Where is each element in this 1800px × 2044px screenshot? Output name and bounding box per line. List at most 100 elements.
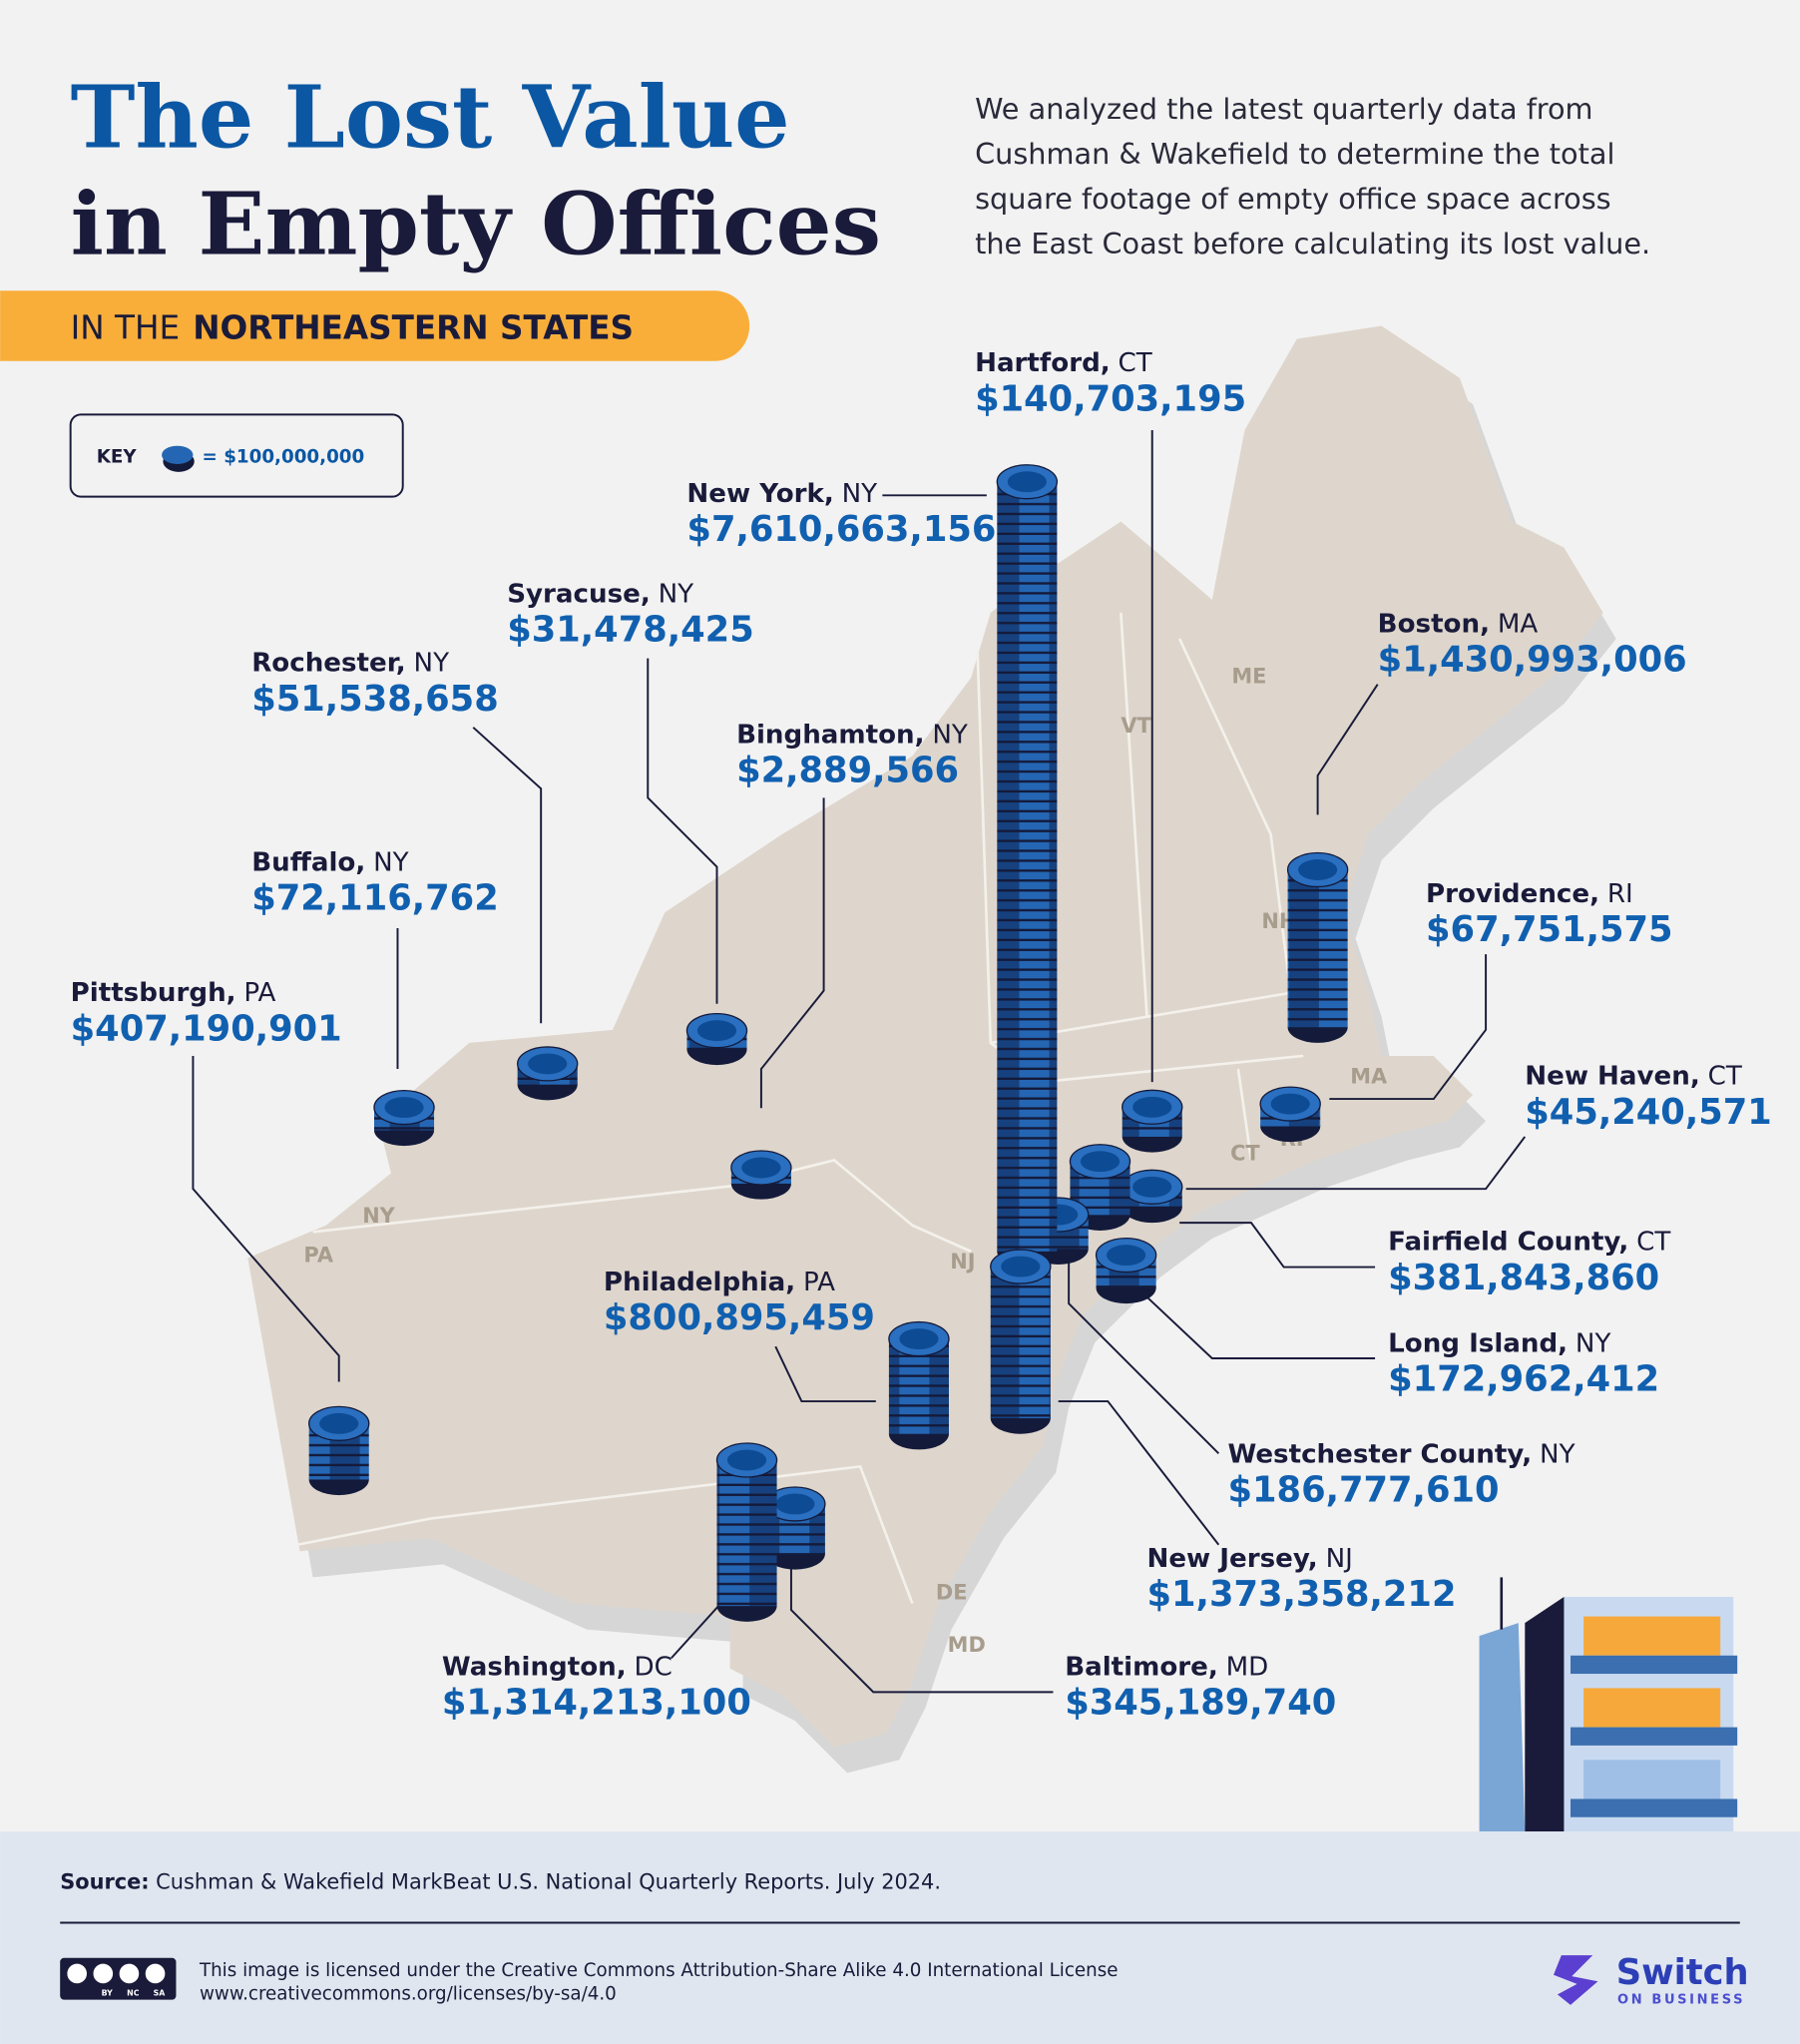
city-value: $31,478,425 <box>507 610 754 651</box>
coin-stack <box>996 464 1059 1268</box>
coin-top-inner <box>899 1328 939 1350</box>
banner <box>0 290 750 361</box>
border <box>296 1464 914 1604</box>
city-state: NY <box>932 720 968 750</box>
city-value: $1,314,213,100 <box>442 1683 751 1724</box>
city-label: Pittsburgh, PA <box>71 978 276 1008</box>
leader-line <box>671 1602 722 1660</box>
border <box>1120 612 1148 1017</box>
leader-line <box>192 1055 340 1382</box>
balcony <box>1571 1727 1738 1746</box>
cc-icon <box>118 1962 141 1985</box>
coin-top-inner <box>384 1097 424 1119</box>
city-value: $381,843,860 <box>1388 1258 1659 1298</box>
city-label: Rochester, NY <box>251 649 449 679</box>
cc-icon <box>144 1962 167 1985</box>
city-label: New York, NY <box>686 479 877 509</box>
city-name: Rochester, <box>251 649 406 679</box>
city-value: $345,189,740 <box>1065 1683 1336 1724</box>
city-label: Providence, RI <box>1426 879 1633 909</box>
cc-badge-label: BY <box>102 1989 114 1998</box>
coin-stack-body <box>1287 869 1348 1028</box>
coin-top-inner <box>1298 859 1338 880</box>
city-label: Syracuse, NY <box>507 579 693 609</box>
city-value: $407,190,901 <box>71 1008 342 1049</box>
coin-stack <box>1286 851 1349 1043</box>
leader-line <box>759 797 825 1109</box>
intro: We analyzed the latest quarterly data fr… <box>975 92 1650 260</box>
coin-stack <box>1122 1169 1183 1224</box>
leader-line <box>1316 684 1379 815</box>
leader-line <box>647 658 718 1004</box>
city-value: $45,240,571 <box>1525 1092 1772 1133</box>
source-label: Source: <box>60 1870 149 1894</box>
border <box>1177 638 1292 991</box>
state-label: PA <box>303 1243 333 1267</box>
city-name: Boston, <box>1378 609 1490 639</box>
coin-top-inner <box>741 1157 781 1179</box>
intro-line: square footage of empty office space acr… <box>975 182 1611 216</box>
city-value: $800,895,459 <box>604 1297 875 1338</box>
city-label: Buffalo, NY <box>251 847 408 877</box>
city-label: Hartford, CT <box>975 348 1153 378</box>
coin-stack-body <box>997 481 1058 1252</box>
city-state: RI <box>1607 879 1633 909</box>
leader-line <box>1058 1400 1220 1546</box>
source-text: Cushman & Wakefield MarkBeat U.S. Nation… <box>156 1870 941 1894</box>
city-state: NY <box>414 649 450 679</box>
city-name: New York, <box>686 479 833 509</box>
city-label: Fairfield County, CT <box>1388 1228 1671 1258</box>
city-label: Washington, DC <box>442 1652 673 1682</box>
city-label: Boston, MA <box>1378 609 1539 639</box>
city-name: Pittsburgh, <box>71 978 236 1008</box>
tower <box>1479 1623 1526 1832</box>
state-label: CT <box>1230 1141 1260 1165</box>
balcony <box>1571 1798 1738 1817</box>
city-state: PA <box>243 978 275 1008</box>
coin-stack <box>730 1150 792 1200</box>
city-state: MD <box>1226 1652 1269 1682</box>
state-label: ME <box>1231 664 1266 688</box>
license-url: www.creativecommons.org/licenses/by-sa/4… <box>200 1984 617 2005</box>
title: in Empty Offices <box>71 175 881 275</box>
coin-stack <box>990 1249 1052 1434</box>
coin-top-inner <box>1001 1256 1041 1278</box>
intro-line: the East Coast before calculating its lo… <box>975 227 1650 260</box>
city-name: New Haven, <box>1525 1062 1699 1092</box>
cc-icon <box>66 1962 89 1985</box>
banner-emphasis: NORTHEASTERN STATES <box>193 309 634 347</box>
city-name: Syracuse, <box>507 579 651 609</box>
coin-stack <box>1095 1237 1157 1304</box>
leader-line <box>789 1564 1054 1694</box>
leader-line <box>472 727 543 1024</box>
city-name: New Jersey, <box>1147 1544 1318 1574</box>
coin-top-inner <box>775 1493 815 1515</box>
city-name: Hartford, <box>975 348 1111 378</box>
city-name: Baltimore, <box>1065 1652 1218 1682</box>
city-name: Washington, <box>442 1652 627 1682</box>
license: This image is licensed under the Creativ… <box>199 1960 1119 1981</box>
window <box>1583 1760 1721 1799</box>
city-value: $2,889,566 <box>736 751 959 791</box>
leader-line <box>1329 954 1488 1101</box>
city-state: NY <box>1575 1328 1611 1358</box>
cc-badge-label: SA <box>154 1989 167 1998</box>
state-label: VT <box>1121 714 1151 738</box>
banner-prefix: IN THE <box>71 309 181 347</box>
city-state: CT <box>1119 348 1153 378</box>
brand-logo <box>1554 1955 1598 2005</box>
coin-stack <box>715 1442 778 1622</box>
leader-line <box>1185 1136 1527 1191</box>
coin-top-inner <box>1007 471 1047 493</box>
city-state: NY <box>659 579 694 609</box>
state-label: DE <box>936 1581 968 1605</box>
city-name: Buffalo, <box>251 847 365 877</box>
city-state: CT <box>1636 1228 1671 1258</box>
coin-stack-body <box>716 1460 777 1607</box>
state-label: NJ <box>950 1250 975 1274</box>
source: Source: Cushman & Wakefield MarkBeat U.S.… <box>60 1870 941 1894</box>
city-state: NY <box>1540 1439 1575 1469</box>
coin-stack-body <box>990 1267 1051 1419</box>
city-label: New Jersey, NJ <box>1147 1544 1353 1574</box>
